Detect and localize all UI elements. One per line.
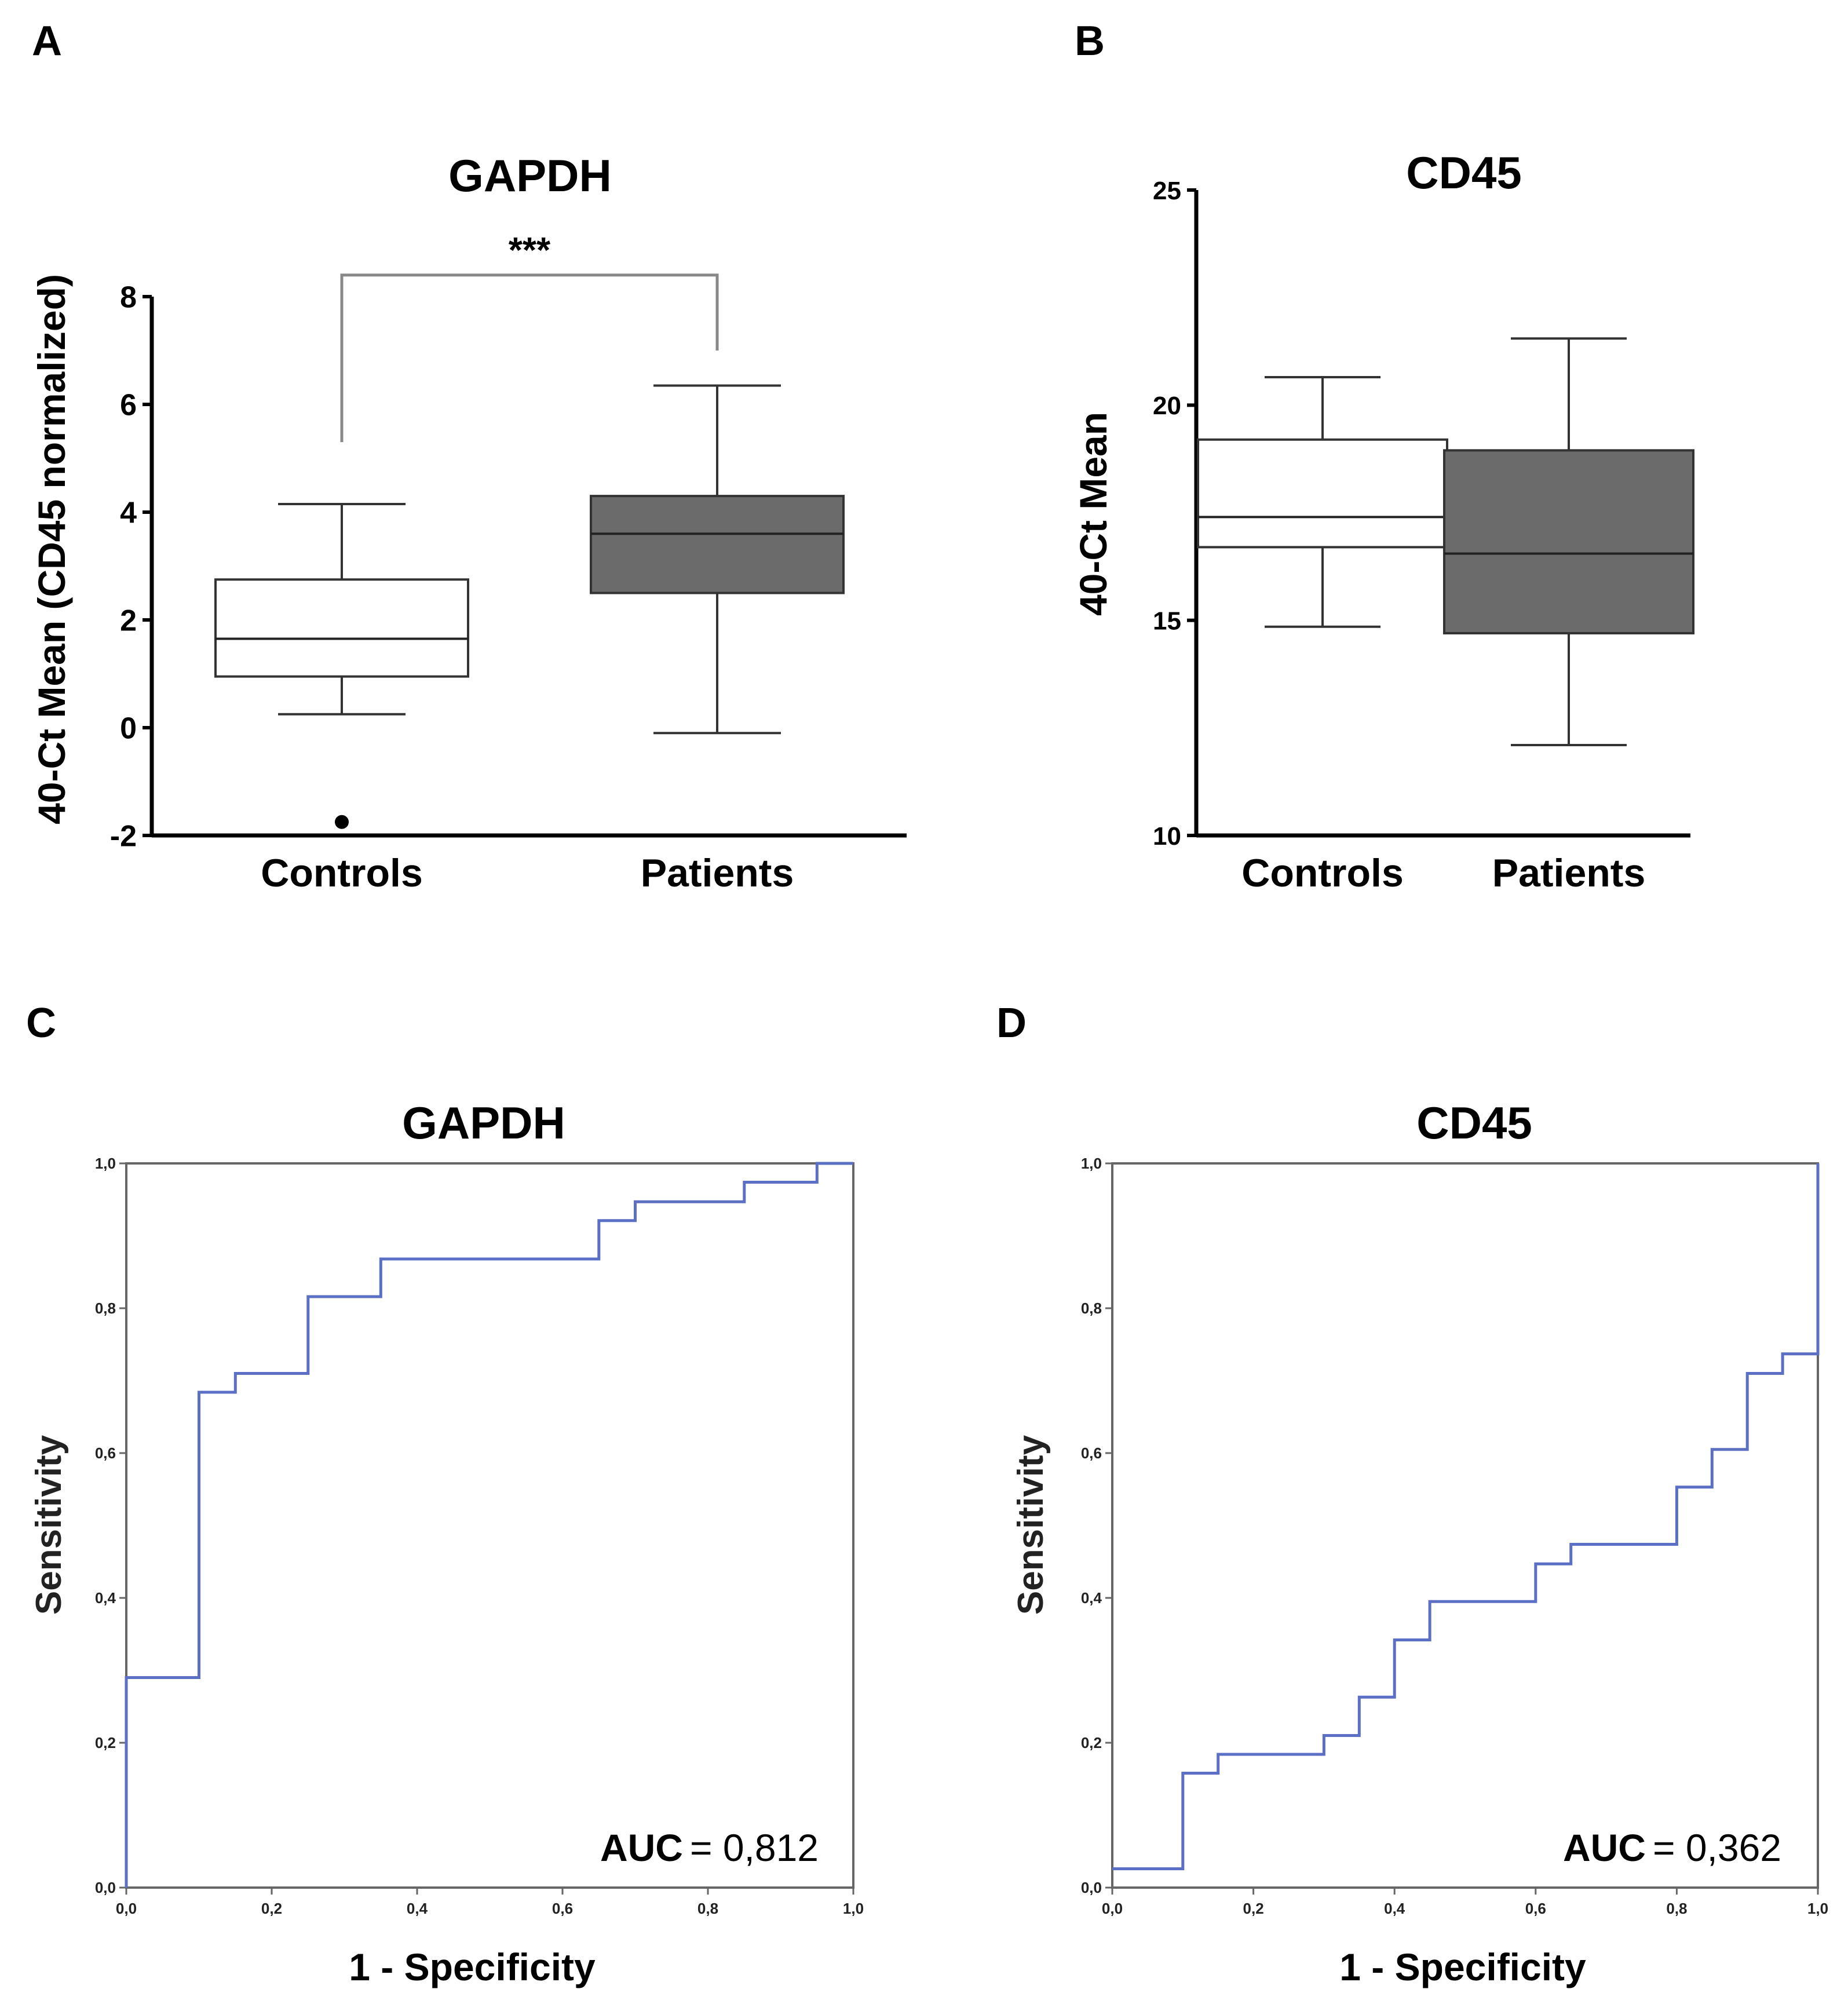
y-tick-label: 20 <box>1153 392 1181 420</box>
box-iqr <box>214 578 469 678</box>
y-tick-label: 4 <box>120 497 137 530</box>
y-tick-label: 0,8 <box>95 1300 116 1317</box>
box-iqr <box>1197 438 1448 549</box>
y-ticks: -2 0 2 4 6 8 <box>110 281 152 853</box>
x-tick-label: 0,0 <box>1102 1900 1123 1917</box>
auc-value: = 0,362 <box>1653 1826 1781 1869</box>
outlier-point <box>335 815 349 829</box>
panel-label-c: C <box>26 1000 56 1046</box>
box-patients <box>1443 337 1694 747</box>
y-axis-label: Sensitivity <box>29 1435 69 1615</box>
box-controls <box>1197 376 1448 628</box>
panel-label-b: B <box>1075 18 1105 64</box>
y-tick-label: 2 <box>120 604 137 638</box>
x-category-label: Controls <box>1241 851 1404 895</box>
panel-c-roc: GAPDH Sensitivity 0,0 0,2 0,4 0,6 0,8 1,0 0,0… <box>29 1097 864 1988</box>
x-axis-label: 1 - Specificity <box>349 1946 596 1988</box>
roc-curve <box>125 1162 853 1888</box>
chart-title: GAPDH <box>448 150 612 201</box>
y-tick-label: 1,0 <box>95 1155 116 1172</box>
x-ticks: 0,0 0,2 0,4 0,6 0,8 1,0 <box>116 1888 864 1917</box>
significance-bracket: *** <box>340 231 719 443</box>
box-patients <box>590 384 845 735</box>
x-axis-label: 1 - Specificity <box>1339 1946 1586 1988</box>
panel-d-roc: CD45 Sensitivity 0,00,20,40,60,81,0 0,0 0… <box>1011 1097 1828 1988</box>
auc-annotation: AUC = 0,362 <box>1563 1826 1781 1869</box>
significance-stars: *** <box>509 231 551 271</box>
y-tick-label: 0,4 <box>1081 1589 1102 1607</box>
y-tick-label: 0,0 <box>95 1879 116 1896</box>
y-tick-label: 0 <box>120 712 137 746</box>
y-tick-label: 10 <box>1153 822 1181 851</box>
significance-bracket-line <box>340 273 719 443</box>
y-tick-label: 0,4 <box>95 1589 116 1607</box>
y-tick-label: 15 <box>1153 607 1181 636</box>
x-tick-label: 0,2 <box>261 1900 282 1917</box>
x-tick-label: 0,6 <box>1525 1900 1546 1917</box>
plot-frame <box>125 1162 854 1889</box>
plot-frame <box>1111 1162 1819 1889</box>
x-ticks: 0,0 0,2 0,4 0,6 0,8 1,0 <box>1102 1888 1828 1917</box>
x-category-label: Controls <box>261 851 423 895</box>
y-tick-label: 0,6 <box>95 1444 116 1462</box>
x-tick-label: 0,4 <box>1384 1900 1405 1917</box>
chart-title: CD45 <box>1416 1097 1532 1148</box>
y-ticks: 10 15 20 25 <box>1153 177 1196 851</box>
boxes <box>214 384 845 829</box>
x-tick-label: 0,2 <box>1243 1900 1264 1917</box>
y-tick-label: 0,8 <box>1081 1300 1102 1317</box>
y-axis-label: Sensitivity <box>1011 1435 1051 1615</box>
y-ticks: 0,0 0,2 0,4 0,6 0,8 1,0 <box>1081 1155 1112 1896</box>
x-category-labels: Controls Patients <box>261 851 794 895</box>
panel-label-a: A <box>32 18 62 64</box>
y-tick-label: 0,2 <box>1081 1734 1102 1751</box>
panel-label-d: D <box>996 1000 1027 1046</box>
box-controls <box>214 503 469 829</box>
x-tick-label: 1,0 <box>843 1900 864 1917</box>
panel-b-boxplot: CD45 40-Ct Mean 10 15 20 25 Controls Patient… <box>1072 147 1694 895</box>
y-tick-label: 25 <box>1153 177 1181 205</box>
roc-curve <box>1112 1163 1820 1870</box>
panel-a-boxplot: GAPDH 40-Ct Mean (CD45 normalized) -2 0 2 4… <box>30 150 907 895</box>
x-category-label: Patients <box>641 851 794 895</box>
x-tick-label: 0,6 <box>552 1900 573 1917</box>
auc-annotation: AUC = 0,812 <box>600 1826 819 1869</box>
auc-value: = 0,812 <box>690 1826 819 1869</box>
y-tick-label: 0,6 <box>1081 1444 1102 1462</box>
y-axis-label: 40-Ct Mean <box>1072 412 1115 616</box>
x-tick-label: 0,8 <box>1666 1900 1687 1917</box>
x-category-labels: Controls Patients <box>1241 851 1645 895</box>
y-tick-label: 8 <box>120 281 137 315</box>
y-tick-label: -2 <box>110 820 137 853</box>
chart-title: CD45 <box>1406 147 1521 198</box>
y-axis-label: 40-Ct Mean (CD45 normalized) <box>30 274 73 824</box>
box-iqr <box>1443 449 1694 634</box>
x-category-label: Patients <box>1492 851 1646 895</box>
y-tick-label: 1,0 <box>1081 1155 1102 1172</box>
boxes <box>1197 337 1694 747</box>
x-tick-label: 0,8 <box>697 1900 718 1917</box>
x-tick-label: 0,4 <box>407 1900 428 1917</box>
y-tick-label: 0,2 <box>95 1734 116 1751</box>
x-tick-label: 0,0 <box>116 1900 137 1917</box>
auc-label: AUC <box>600 1826 683 1869</box>
box-iqr <box>590 495 845 594</box>
y-tick-label: 6 <box>120 389 137 422</box>
auc-label: AUC <box>1563 1826 1646 1869</box>
y-tick-label: 0,0 <box>1081 1879 1102 1896</box>
x-tick-label: 1,0 <box>1807 1900 1828 1917</box>
chart-title: GAPDH <box>402 1097 565 1148</box>
